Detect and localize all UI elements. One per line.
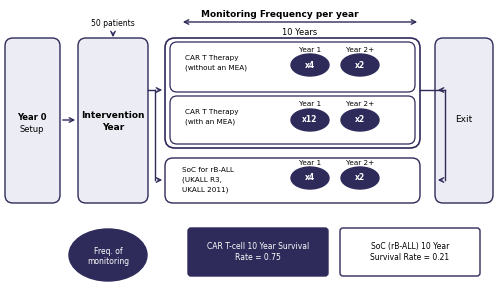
Text: monitoring: monitoring	[87, 257, 129, 266]
FancyBboxPatch shape	[188, 228, 328, 276]
Text: Exit: Exit	[456, 115, 472, 124]
Ellipse shape	[291, 167, 329, 189]
Ellipse shape	[341, 54, 379, 76]
Ellipse shape	[69, 229, 147, 281]
Ellipse shape	[341, 109, 379, 131]
Ellipse shape	[291, 109, 329, 131]
Text: (without an MEA): (without an MEA)	[185, 65, 247, 71]
Text: Monitoring Frequency per year: Monitoring Frequency per year	[201, 10, 359, 19]
Text: 10 Years: 10 Years	[282, 28, 318, 37]
Text: Freq. of: Freq. of	[94, 248, 122, 257]
Text: Year 0: Year 0	[17, 114, 47, 123]
Text: (with an MEA): (with an MEA)	[185, 119, 235, 125]
Ellipse shape	[291, 54, 329, 76]
Text: Year 2+: Year 2+	[346, 101, 374, 107]
Text: Year 1: Year 1	[299, 101, 321, 107]
Text: CAR T Therapy: CAR T Therapy	[185, 55, 238, 61]
Text: x4: x4	[305, 60, 315, 69]
Text: CAR T Therapy: CAR T Therapy	[185, 109, 238, 115]
Text: SoC for rB-ALL: SoC for rB-ALL	[182, 167, 234, 173]
Text: Year 1: Year 1	[299, 47, 321, 53]
FancyBboxPatch shape	[5, 38, 60, 203]
Text: Setup: Setup	[20, 126, 44, 135]
Text: UKALL 2011): UKALL 2011)	[182, 187, 228, 193]
Text: x2: x2	[355, 60, 365, 69]
Text: Year: Year	[102, 123, 124, 132]
Text: SoC (rB-ALL) 10 Year
Survival Rate = 0.21: SoC (rB-ALL) 10 Year Survival Rate = 0.2…	[370, 242, 450, 262]
Text: x4: x4	[305, 173, 315, 182]
FancyBboxPatch shape	[165, 38, 420, 148]
Text: 50 patients: 50 patients	[91, 19, 135, 28]
FancyBboxPatch shape	[340, 228, 480, 276]
FancyBboxPatch shape	[170, 96, 415, 144]
FancyBboxPatch shape	[170, 42, 415, 92]
Ellipse shape	[341, 167, 379, 189]
Text: (UKALL R3,: (UKALL R3,	[182, 177, 222, 183]
Text: CAR T-cell 10 Year Survival
Rate = 0.75: CAR T-cell 10 Year Survival Rate = 0.75	[207, 242, 309, 262]
Text: x2: x2	[355, 115, 365, 124]
Text: x2: x2	[355, 173, 365, 182]
Text: Year 2+: Year 2+	[346, 160, 374, 166]
FancyBboxPatch shape	[435, 38, 493, 203]
Text: Year 2+: Year 2+	[346, 47, 374, 53]
Text: Intervention: Intervention	[81, 111, 145, 120]
FancyBboxPatch shape	[78, 38, 148, 203]
Text: x12: x12	[302, 115, 318, 124]
Text: Year 1: Year 1	[299, 160, 321, 166]
FancyBboxPatch shape	[165, 158, 420, 203]
